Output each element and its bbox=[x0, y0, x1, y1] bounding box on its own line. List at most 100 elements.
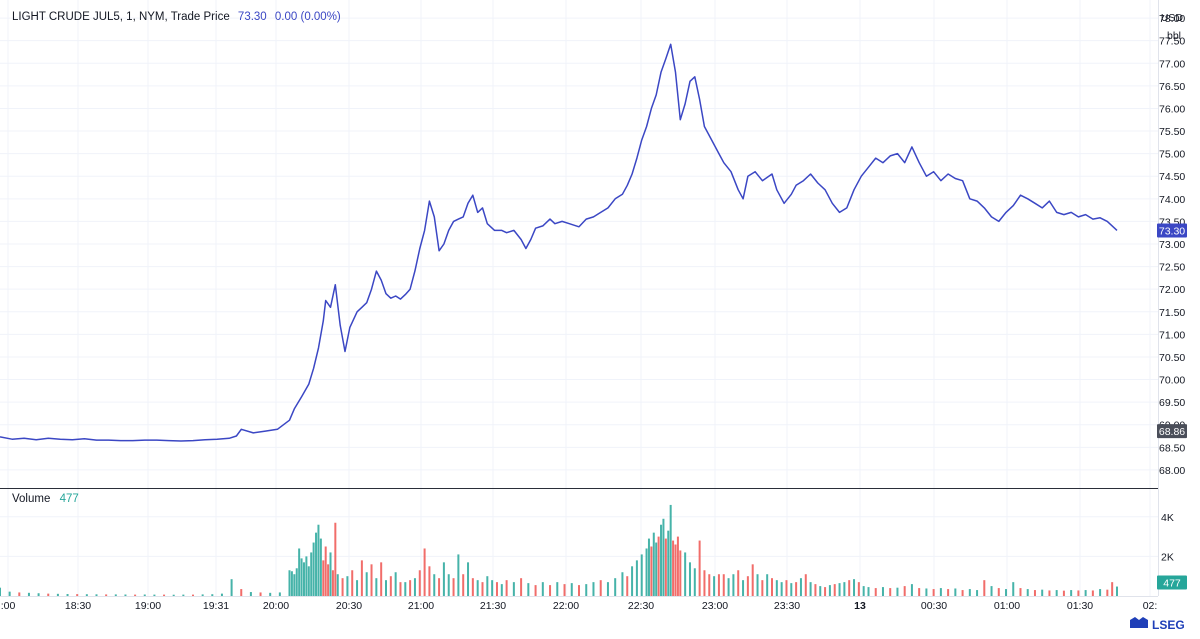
volume-bar bbox=[505, 580, 508, 596]
unit-currency: USD bbox=[1160, 12, 1183, 24]
volume-bar bbox=[520, 578, 523, 596]
volume-bar bbox=[799, 578, 802, 596]
time-tick-label: 01:30 bbox=[1067, 600, 1093, 612]
price-tick-label: 71.00 bbox=[1159, 329, 1185, 341]
legend-change: 0.00 (0.00%) bbox=[274, 11, 341, 23]
volume-bar bbox=[918, 588, 921, 596]
volume-bar bbox=[766, 574, 769, 596]
volume-bar bbox=[1084, 590, 1087, 596]
price-tick-label: 74.50 bbox=[1159, 171, 1185, 183]
volume-bar bbox=[592, 582, 595, 596]
volume-bar bbox=[290, 571, 293, 596]
volume-bar bbox=[319, 538, 322, 596]
volume-bar bbox=[512, 582, 515, 596]
volume-bar bbox=[947, 589, 950, 596]
volume-bar bbox=[722, 574, 725, 596]
volume-bar bbox=[684, 552, 687, 596]
volume-bar bbox=[370, 564, 373, 596]
volume-value: 477 bbox=[59, 493, 79, 505]
volume-bar bbox=[746, 576, 749, 596]
last-volume-badge-bg bbox=[1157, 575, 1187, 590]
volume-bar bbox=[775, 580, 778, 596]
volume-bar bbox=[76, 594, 79, 596]
volume-bar bbox=[201, 594, 204, 596]
volume-bar bbox=[578, 585, 580, 596]
volume-bar bbox=[727, 578, 730, 596]
volume-bar bbox=[1070, 590, 1073, 596]
volume-bar bbox=[143, 594, 146, 596]
volume-bar bbox=[1055, 590, 1058, 596]
volume-bar bbox=[660, 524, 663, 596]
volume-bar bbox=[418, 570, 421, 596]
volume-bar bbox=[650, 546, 653, 596]
volume-bar bbox=[423, 548, 426, 596]
volume-bar bbox=[657, 536, 660, 596]
time-tick-label: 18:30 bbox=[65, 600, 91, 612]
volume-bar bbox=[331, 570, 334, 596]
unit-barrel: bbl bbox=[1166, 30, 1181, 42]
volume-bar bbox=[983, 580, 986, 596]
volume-bar bbox=[413, 578, 416, 596]
volume-bar bbox=[631, 566, 634, 596]
volume-bar bbox=[780, 582, 783, 596]
volume-bar bbox=[85, 594, 88, 596]
volume-bar bbox=[621, 572, 624, 596]
volume-bar bbox=[534, 585, 537, 596]
volume-bar bbox=[717, 574, 720, 596]
volume-bar bbox=[761, 580, 764, 596]
volume-bar bbox=[240, 589, 243, 596]
volume-bar bbox=[585, 584, 588, 596]
volume-bar bbox=[693, 568, 696, 596]
volume-bar bbox=[486, 576, 489, 596]
time-tick-label: 02: bbox=[1143, 600, 1158, 612]
volume-bar bbox=[428, 566, 431, 596]
volume-bar bbox=[703, 570, 706, 596]
volume-bar bbox=[327, 564, 330, 596]
volume-bar bbox=[848, 580, 851, 596]
volume-bar bbox=[457, 554, 460, 596]
volume-bar bbox=[961, 590, 964, 596]
volume-bar bbox=[881, 587, 884, 596]
volume-bar bbox=[105, 594, 108, 596]
volume-bar bbox=[925, 588, 928, 596]
volume-bar bbox=[910, 584, 913, 596]
volume-bar bbox=[153, 594, 156, 596]
price-line-layer bbox=[0, 43, 1118, 442]
price-tick-label: 75.00 bbox=[1159, 149, 1185, 161]
volume-bar bbox=[317, 524, 320, 596]
volume-bar bbox=[334, 522, 337, 596]
volume-bar bbox=[662, 518, 665, 596]
grid bbox=[0, 0, 1158, 596]
logo: LSEG bbox=[1130, 617, 1185, 632]
volume-bar bbox=[1062, 590, 1065, 596]
price-tick-label: 78.00 bbox=[1159, 13, 1185, 25]
volume-bar bbox=[903, 586, 906, 596]
volume-bar bbox=[47, 593, 50, 596]
price-tick-label: 75.50 bbox=[1159, 126, 1185, 138]
volume-bar bbox=[556, 582, 559, 596]
volume-bar bbox=[771, 578, 773, 596]
volume-bar bbox=[708, 574, 711, 596]
price-tick-label: 72.00 bbox=[1159, 284, 1185, 296]
volume-bar bbox=[298, 548, 301, 596]
price-tick-label: 77.00 bbox=[1159, 58, 1185, 70]
time-tick-label: 20:00 bbox=[263, 600, 289, 612]
volume-tick-label: 2K bbox=[1161, 551, 1174, 563]
volume-bar bbox=[220, 593, 223, 596]
price-tick-label: 68.00 bbox=[1159, 465, 1185, 477]
volume-bar bbox=[652, 532, 655, 596]
volume-bar bbox=[976, 590, 979, 596]
volume-bar bbox=[570, 583, 573, 596]
time-tick-label: 21:30 bbox=[480, 600, 506, 612]
volume-bar bbox=[0, 587, 1, 596]
price-line bbox=[0, 43, 1118, 442]
volume-bar bbox=[997, 588, 1000, 596]
volume-bar bbox=[182, 594, 185, 596]
volume-bar bbox=[647, 538, 650, 596]
volume-bar bbox=[1005, 589, 1008, 596]
panel-frame bbox=[0, 0, 1159, 597]
volume-bar bbox=[1019, 588, 1022, 596]
volume-bar bbox=[124, 594, 127, 596]
volume-bar bbox=[491, 580, 494, 596]
